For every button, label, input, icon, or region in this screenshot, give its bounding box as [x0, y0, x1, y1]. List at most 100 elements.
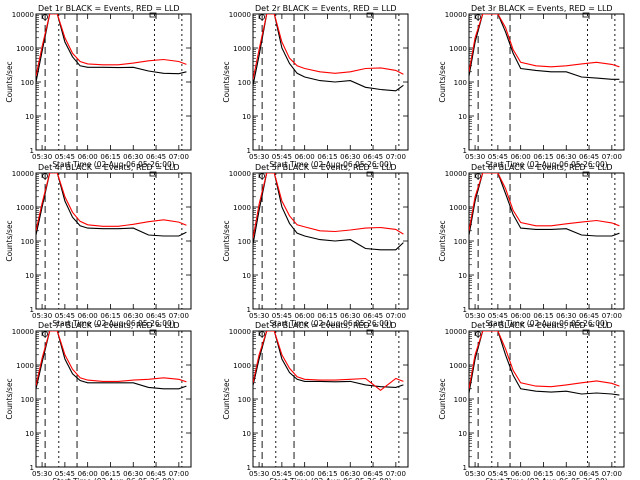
top-box-marker: [366, 171, 374, 177]
y-tick-label: 100: [238, 396, 251, 404]
series-line-lld: [253, 173, 404, 239]
series-line-lld: [36, 14, 187, 77]
series-line-events: [253, 331, 404, 388]
x-axis-label: Start Time (02-Aug-06 05:26:00): [52, 319, 174, 328]
x-tick-label: 07:00: [386, 153, 406, 161]
top-box-marker: [149, 171, 157, 177]
panel-det-4: Det 4r BLACK = Events, RED = LLD 1 10 100 10…: [5, 163, 192, 328]
panel-title: Det 5r BLACK = Events, RED = LLD: [255, 163, 397, 172]
x-axis-label: Start Time (02-Aug-06 05:26:00): [52, 477, 174, 480]
x-tick-label: 07:00: [602, 470, 622, 478]
x-tick-label: 06:45: [146, 312, 166, 320]
series-line-lld: [253, 331, 404, 391]
y-tick-label: 100: [238, 79, 251, 87]
y-tick-label: 10: [25, 113, 34, 121]
top-box-marker: [149, 329, 157, 335]
x-tick-label: 06:30: [556, 470, 576, 478]
top-circle-marker: [475, 173, 482, 179]
y-tick-label: 10000: [229, 170, 251, 178]
y-tick-label: 100: [21, 238, 34, 246]
series-line-lld: [469, 331, 620, 389]
y-tick-label: 10000: [229, 11, 251, 19]
x-tick-label: 05:30: [249, 153, 269, 161]
x-axis-label: Start Time (02-Aug-06 05:26:00): [269, 477, 391, 480]
x-tick-label: 06:15: [317, 153, 337, 161]
y-tick-label: 10000: [12, 11, 34, 19]
y-tick-label: 1000: [16, 204, 34, 212]
y-tick-label: 10: [458, 430, 467, 438]
x-tick-label: 07:00: [169, 312, 189, 320]
y-tick-label: 10000: [12, 328, 34, 336]
x-tick-label: 06:45: [579, 153, 599, 161]
x-tick-label: 06:15: [317, 470, 337, 478]
x-tick-label: 05:45: [272, 470, 292, 478]
x-tick-label: 05:45: [272, 153, 292, 161]
x-tick-label: 05:30: [249, 470, 269, 478]
top-circle-marker: [42, 331, 49, 337]
x-tick-label: 06:00: [78, 470, 98, 478]
plot-frame: [35, 330, 192, 468]
x-axis-label: Start Time (02-Aug-06 05:26:00): [52, 160, 174, 169]
panel-det-9: Det 9r BLACK = Events, RED = LLD 1 10 100 10…: [438, 321, 625, 480]
x-tick-label: 05:45: [488, 470, 508, 478]
series-line-lld: [36, 173, 187, 231]
plot-frame: [468, 13, 625, 151]
y-axis-label: Counts/sec: [5, 61, 14, 102]
plot-frame: [35, 172, 192, 310]
y-axis-label: Counts/sec: [438, 378, 447, 419]
y-tick-label: 10: [458, 113, 467, 121]
x-tick-label: 05:30: [32, 153, 52, 161]
x-tick-label: 06:15: [533, 153, 553, 161]
x-axis-label: Start Time (02-Aug-06 05:26:00): [269, 319, 391, 328]
series-line-events: [469, 173, 620, 237]
series-line-events: [253, 173, 404, 251]
x-tick-label: 06:45: [363, 153, 383, 161]
x-tick-label: 07:00: [386, 470, 406, 478]
top-box-marker: [149, 12, 157, 18]
x-axis-label: Start Time (02-Aug-06 05:26:00): [485, 319, 607, 328]
y-tick-label: 100: [21, 396, 34, 404]
x-tick-label: 05:45: [488, 312, 508, 320]
top-box-marker: [582, 12, 590, 18]
x-tick-label: 06:15: [100, 470, 120, 478]
y-tick-label: 100: [454, 238, 467, 246]
y-axis-label: Counts/sec: [222, 220, 231, 261]
panel-det-1: Det 1r BLACK = Events, RED = LLD 1 10 100 10…: [5, 4, 192, 169]
panel-det-6: Det 6r BLACK = Events, RED = LLD 1 10 100 10…: [438, 163, 625, 328]
series-line-events: [36, 173, 187, 237]
x-tick-label: 06:15: [533, 312, 553, 320]
y-tick-label: 10000: [445, 170, 467, 178]
y-tick-label: 10: [242, 430, 251, 438]
x-tick-label: 05:45: [488, 153, 508, 161]
x-tick-label: 06:45: [579, 312, 599, 320]
top-circle-marker: [259, 331, 266, 337]
x-tick-label: 06:45: [363, 312, 383, 320]
y-tick-label: 100: [238, 238, 251, 246]
top-circle-marker: [42, 173, 49, 179]
panel-title: Det 1r BLACK = Events, RED = LLD: [38, 4, 180, 13]
plot-frame: [468, 172, 625, 310]
x-tick-label: 05:30: [32, 312, 52, 320]
x-tick-label: 07:00: [169, 153, 189, 161]
y-tick-label: 1: [30, 464, 34, 472]
y-axis-label: Counts/sec: [5, 378, 14, 419]
x-tick-label: 06:30: [123, 312, 143, 320]
series-line-lld: [36, 331, 187, 386]
x-tick-label: 05:45: [55, 470, 75, 478]
y-tick-label: 10: [242, 113, 251, 121]
x-axis-label: Start Time (02-Aug-06 05:26:00): [485, 477, 607, 480]
y-tick-label: 1000: [16, 362, 34, 370]
y-tick-label: 1: [247, 306, 251, 314]
y-tick-label: 10: [25, 272, 34, 280]
top-circle-marker: [259, 14, 266, 20]
panel-det-5: Det 5r BLACK = Events, RED = LLD 1 10 100 10…: [222, 163, 409, 328]
y-tick-label: 1000: [233, 204, 251, 212]
x-tick-label: 05:30: [465, 153, 485, 161]
series-line-events: [253, 14, 404, 92]
x-tick-label: 06:00: [511, 470, 531, 478]
x-axis-label: Start Time (02-Aug-06 05:26:00): [485, 160, 607, 169]
x-tick-label: 06:00: [511, 312, 531, 320]
x-tick-label: 06:30: [556, 312, 576, 320]
top-circle-marker: [259, 173, 266, 179]
